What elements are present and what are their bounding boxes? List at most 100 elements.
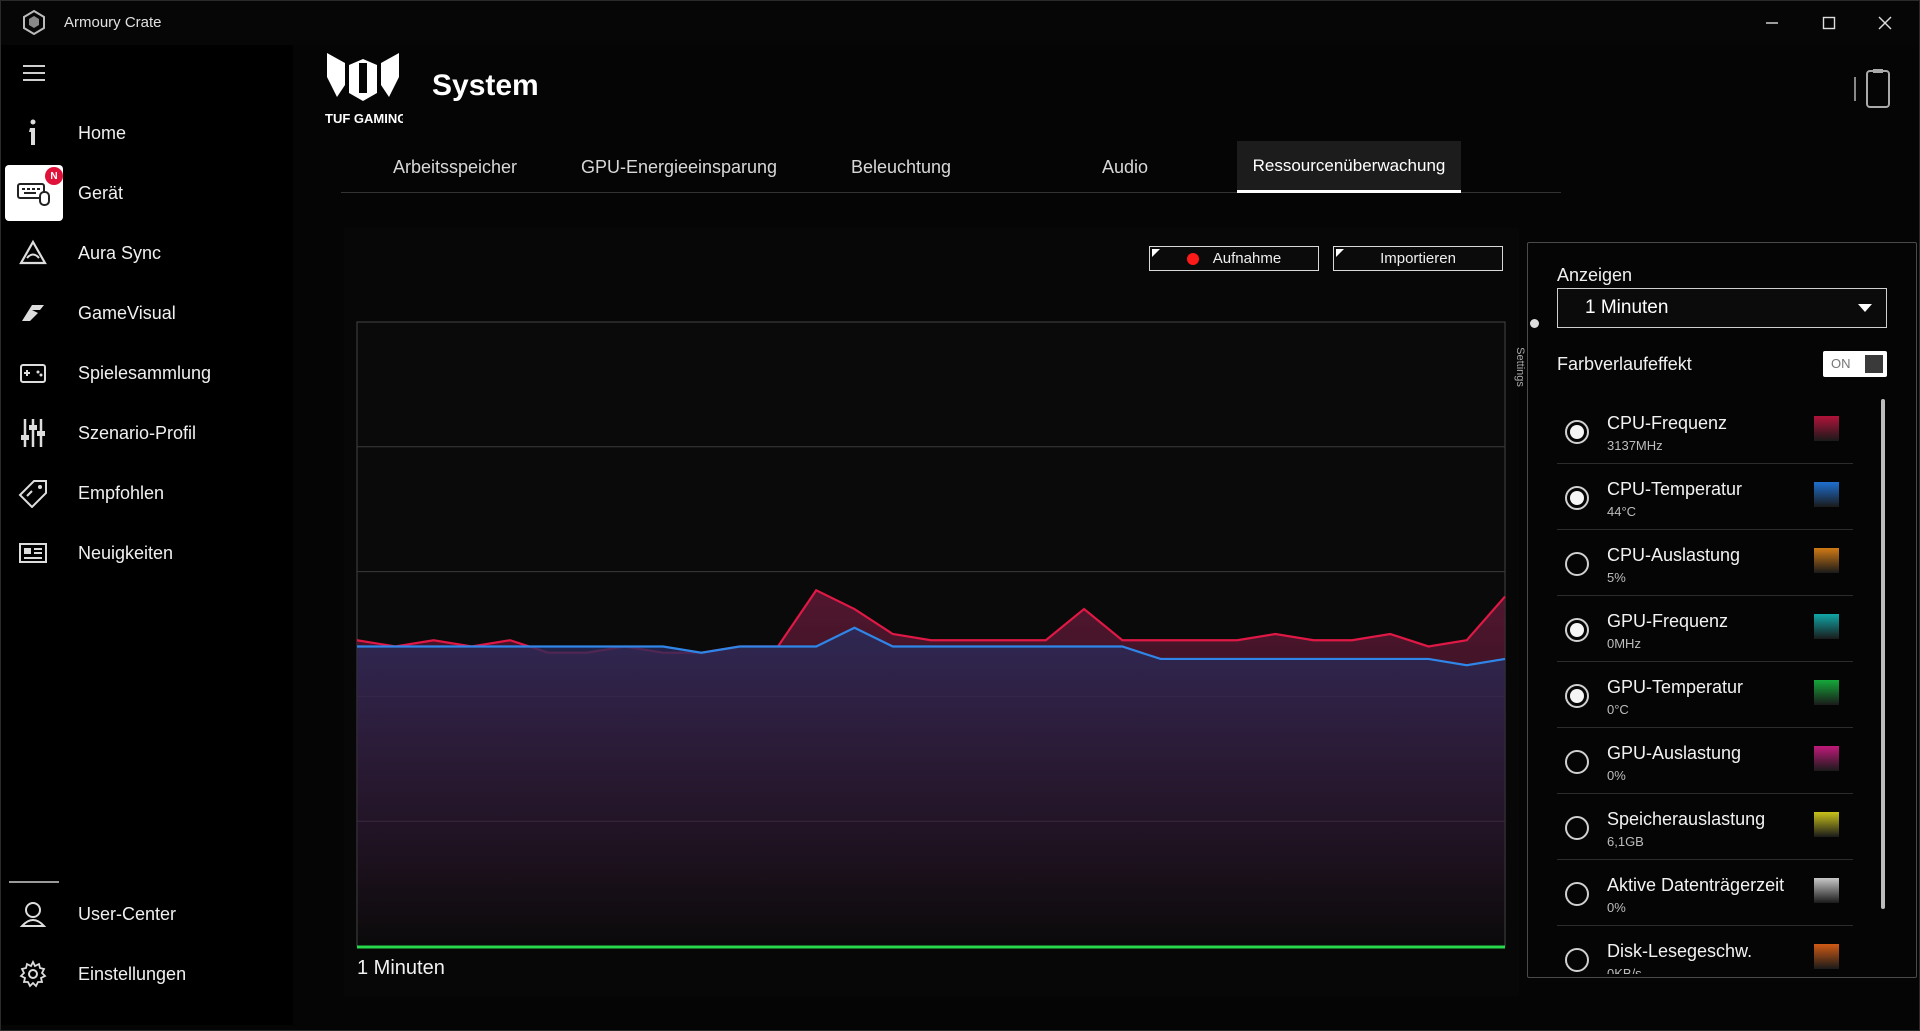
- settings-side-tab[interactable]: Settings: [1514, 319, 1542, 401]
- gradient-toggle[interactable]: ON: [1823, 351, 1887, 377]
- sidebar-item-label: Einstellungen: [78, 963, 187, 984]
- metric-value: 3137MHz: [1607, 438, 1663, 453]
- time-range-select[interactable]: 1 Minuten: [1557, 288, 1887, 328]
- metric-value: 44°C: [1607, 504, 1637, 519]
- metric-name: CPU-Temperatur: [1607, 479, 1743, 499]
- sidebar-item-user-center[interactable]: User-Center: [1, 886, 293, 942]
- aura-sync-icon: [1, 225, 65, 281]
- sidebar-item-spielesammlung[interactable]: Spielesammlung: [1, 345, 293, 401]
- record-label: Aufnahme: [1212, 250, 1282, 267]
- metric-radio[interactable]: [1565, 618, 1589, 642]
- sidebar-item-einstellungen[interactable]: Einstellungen: [1, 946, 293, 1002]
- series-group: [356, 588, 1506, 946]
- sidebar-item-label: Aura Sync: [78, 242, 162, 263]
- app-title: Armoury Crate: [64, 14, 162, 31]
- corner-marker: [1336, 249, 1344, 257]
- toggle-state: ON: [1831, 356, 1851, 371]
- select-value: 1 Minuten: [1585, 297, 1669, 318]
- metric-row[interactable]: Speicherauslastung 6,1GB: [1557, 794, 1853, 860]
- metric-name: CPU-Auslastung: [1607, 545, 1741, 565]
- sidebar-item-empfohlen[interactable]: Empfohlen: [1, 465, 293, 521]
- metric-row[interactable]: GPU-Temperatur 0°C: [1557, 662, 1853, 728]
- metric-row[interactable]: CPU-Frequenz 3137MHz: [1557, 398, 1853, 464]
- metric-list: CPU-Frequenz 3137MHz CPU-Temperatur 44°C…: [1557, 398, 1853, 974]
- color-swatch[interactable]: [1814, 614, 1839, 639]
- sidebar-item-label: GameVisual: [78, 302, 176, 323]
- tab-audio[interactable]: Audio: [1101, 156, 1149, 177]
- metric-row[interactable]: Aktive Datenträgerzeit 0%: [1557, 860, 1853, 926]
- settings-dot-icon: [1530, 319, 1539, 328]
- metric-name: GPU-Temperatur: [1607, 677, 1744, 697]
- metric-name: Aktive Datenträgerzeit: [1607, 875, 1785, 895]
- tab-beleuchtung[interactable]: Beleuchtung: [850, 156, 952, 177]
- metric-radio[interactable]: [1565, 552, 1589, 576]
- metric-row[interactable]: Disk-Lesegeschw. 0KB/s: [1557, 926, 1853, 974]
- series-line-1: [357, 626, 1506, 667]
- sidebar: Home N Gerät Aura Sync GameVisual: [1, 45, 293, 1025]
- color-swatch[interactable]: [1814, 878, 1839, 903]
- record-button[interactable]: Aufnahme: [1149, 246, 1319, 271]
- metric-row[interactable]: GPU-Frequenz 0MHz: [1557, 596, 1853, 662]
- color-swatch[interactable]: [1814, 746, 1839, 771]
- tab-arbeitsspeicher[interactable]: Arbeitsspeicher: [392, 156, 518, 177]
- scrollbar[interactable]: [1881, 399, 1885, 909]
- metric-value: 6,1GB: [1607, 834, 1644, 849]
- metric-radio[interactable]: [1565, 486, 1589, 510]
- sidebar-item-gamevisual[interactable]: GameVisual: [1, 285, 293, 341]
- settings-tab-label: Settings: [1513, 347, 1526, 387]
- import-label: Importieren: [1380, 250, 1456, 267]
- sidebar-item-label: Spielesammlung: [78, 362, 212, 383]
- metric-name: GPU-Frequenz: [1607, 611, 1729, 631]
- sidebar-item-aura-sync[interactable]: Aura Sync: [1, 225, 293, 281]
- sidebar-item-label: Empfohlen: [78, 482, 165, 503]
- sidebar-item-neuigkeiten[interactable]: Neuigkeiten: [1, 525, 293, 581]
- record-icon: [1186, 252, 1199, 265]
- metric-row[interactable]: CPU-Auslastung 5%: [1557, 530, 1853, 596]
- range-label: 1 Minuten: [357, 957, 445, 979]
- import-button[interactable]: Importieren: [1333, 246, 1503, 271]
- maximize-button[interactable]: [1801, 1, 1857, 45]
- color-swatch[interactable]: [1814, 812, 1839, 837]
- metric-row[interactable]: CPU-Temperatur 44°C: [1557, 464, 1853, 530]
- corner-marker: [1152, 249, 1160, 257]
- sidebar-item-label: Gerät: [78, 182, 124, 203]
- sidebar-item-szenario-profil[interactable]: Szenario-Profil: [1, 405, 293, 461]
- metric-radio[interactable]: [1565, 684, 1589, 708]
- gradient-label: Farbverlaufeffekt: [1557, 354, 1692, 374]
- sidebar-item-device[interactable]: N Gerät: [1, 165, 293, 221]
- keyboard-mouse-icon: N: [5, 165, 63, 221]
- title-bar: Armoury Crate: [1, 1, 1919, 45]
- color-swatch[interactable]: [1814, 482, 1839, 507]
- metric-name: CPU-Frequenz: [1607, 413, 1728, 433]
- metric-radio[interactable]: [1565, 750, 1589, 774]
- menu-icon[interactable]: [23, 65, 45, 81]
- home-icon: [1, 105, 65, 161]
- metric-radio[interactable]: [1565, 420, 1589, 444]
- metric-value: 0KB/s: [1607, 966, 1642, 974]
- color-swatch[interactable]: [1814, 680, 1839, 705]
- tab-ressourcenueberwachung[interactable]: Ressourcenüberwachung: [1237, 141, 1461, 193]
- sliders-icon: [1, 405, 65, 461]
- metric-name: GPU-Auslastung: [1607, 743, 1742, 763]
- armoury-crate-logo-icon: [23, 9, 45, 35]
- color-swatch[interactable]: [1814, 416, 1839, 441]
- metric-radio[interactable]: [1565, 882, 1589, 906]
- news-icon: [1, 525, 65, 581]
- minimize-button[interactable]: [1744, 1, 1800, 45]
- tag-icon: [1, 465, 65, 521]
- metric-value: 0%: [1607, 768, 1626, 783]
- gear-icon: [1, 946, 65, 1002]
- metric-radio[interactable]: [1565, 948, 1589, 972]
- metric-value: 0MHz: [1607, 636, 1641, 651]
- color-swatch[interactable]: [1814, 944, 1839, 969]
- device-icon[interactable]: [1853, 67, 1893, 111]
- metric-value: 0%: [1607, 900, 1626, 915]
- gamevisual-icon: [1, 285, 65, 341]
- color-swatch[interactable]: [1814, 548, 1839, 573]
- tab-gpu-energieeinsparung[interactable]: GPU-Energieeinsparung: [580, 156, 778, 177]
- metric-radio[interactable]: [1565, 816, 1589, 840]
- close-button[interactable]: [1857, 1, 1913, 45]
- sidebar-item-home[interactable]: Home: [1, 105, 293, 161]
- metric-row[interactable]: GPU-Auslastung 0%: [1557, 728, 1853, 794]
